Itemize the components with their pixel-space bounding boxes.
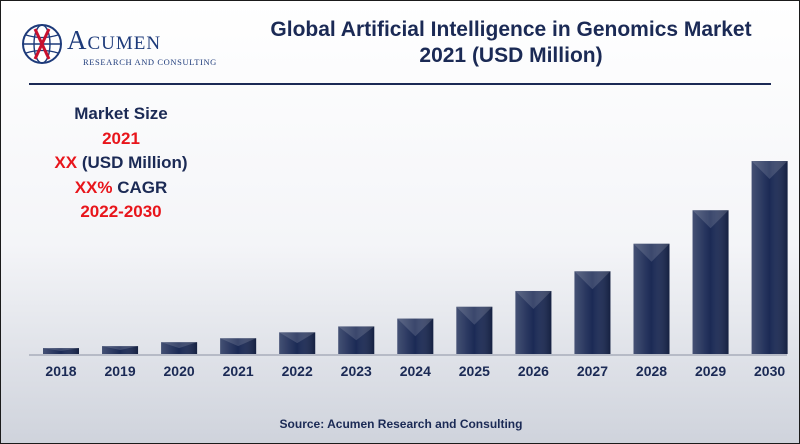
cagr-line: XX% CAGR	[33, 176, 209, 201]
x-tick-label: 2022	[282, 363, 313, 379]
market-size-heading: Market Size	[74, 104, 168, 123]
bar-shade	[161, 342, 198, 354]
bar-2024	[397, 318, 434, 354]
x-tick-label: 2029	[695, 363, 726, 379]
forecast-period: 2022-2030	[80, 202, 162, 221]
bar-2028	[633, 243, 670, 354]
x-tick-label: 2025	[459, 363, 490, 379]
source-note: Source: Acumen Research and Consulting	[279, 417, 523, 431]
bar-bevel	[397, 318, 434, 337]
bar-shade	[279, 332, 316, 354]
x-tick-label: 2026	[518, 363, 549, 379]
bar-bevel	[633, 243, 670, 262]
market-size-value-line: XX (USD Million)	[33, 151, 209, 176]
bar-shade	[43, 348, 79, 354]
market-size-value: XX	[54, 153, 78, 172]
bar-shade	[692, 210, 729, 354]
x-tick-label: 2019	[104, 363, 135, 379]
bar-bevel	[279, 332, 316, 344]
bar-shade	[338, 326, 375, 354]
x-tick-label: 2028	[636, 363, 667, 379]
bar-bevel	[515, 290, 552, 309]
x-tick-label: 2024	[400, 363, 431, 379]
cagr-label: CAGR	[117, 177, 168, 197]
market-size-year: 2021	[102, 128, 140, 148]
market-size-box: Market Size 2021 XX (USD Million) XX% CA…	[33, 102, 209, 225]
bar-2030	[751, 161, 788, 354]
bar-2025	[456, 306, 493, 354]
x-tick-label: 2021	[223, 363, 254, 379]
bar-bevel	[338, 326, 375, 341]
bar-2022	[279, 332, 316, 354]
logo-name: Acumen	[67, 25, 162, 55]
bar-bevel	[751, 161, 788, 179]
bar-shade	[515, 290, 552, 354]
bar-shade	[456, 306, 493, 354]
title-line-1: Global Artificial Intelligence in Genomi…	[270, 18, 752, 41]
bar-2026	[515, 290, 552, 354]
bar-shade	[574, 271, 611, 354]
logo-tagline: RESEARCH AND CONSULTING	[83, 57, 217, 67]
market-size-unit: (USD Million)	[81, 153, 188, 172]
bar-shade	[102, 346, 139, 354]
bar-bevel	[102, 346, 139, 351]
bar-shade	[633, 243, 670, 354]
bar-2019	[102, 346, 139, 354]
bar-2023	[338, 326, 375, 354]
title-divider	[29, 83, 771, 85]
bar-bevel	[574, 271, 611, 290]
bar-2021	[220, 338, 257, 354]
bar-2020	[161, 342, 198, 354]
bar-shade	[397, 318, 434, 354]
bar-bevel	[456, 306, 493, 325]
bar-bevel	[43, 348, 79, 352]
x-tick-label: 2018	[45, 363, 76, 379]
bar-shade	[220, 338, 257, 354]
bar-2027	[574, 271, 611, 354]
globe-icon	[22, 24, 62, 64]
cagr-value: XX%	[74, 177, 113, 197]
x-tick-label: 2020	[164, 363, 195, 379]
x-tick-label: 2030	[754, 363, 785, 379]
acumen-logo: Acumen RESEARCH AND CONSULTING	[21, 21, 216, 73]
bar-bevel	[692, 210, 729, 229]
x-tick-label: 2023	[341, 363, 372, 379]
x-tick-label: 2027	[577, 363, 608, 379]
bar-2029	[692, 210, 729, 354]
bar-bevel	[220, 338, 257, 347]
title-line-2: 2021 (USD Million)	[419, 44, 603, 67]
bar-shade	[751, 161, 788, 354]
bar-2018	[43, 348, 79, 354]
bar-bevel	[161, 342, 198, 349]
chart-title: Global Artificial Intelligence in Genomi…	[227, 17, 795, 69]
